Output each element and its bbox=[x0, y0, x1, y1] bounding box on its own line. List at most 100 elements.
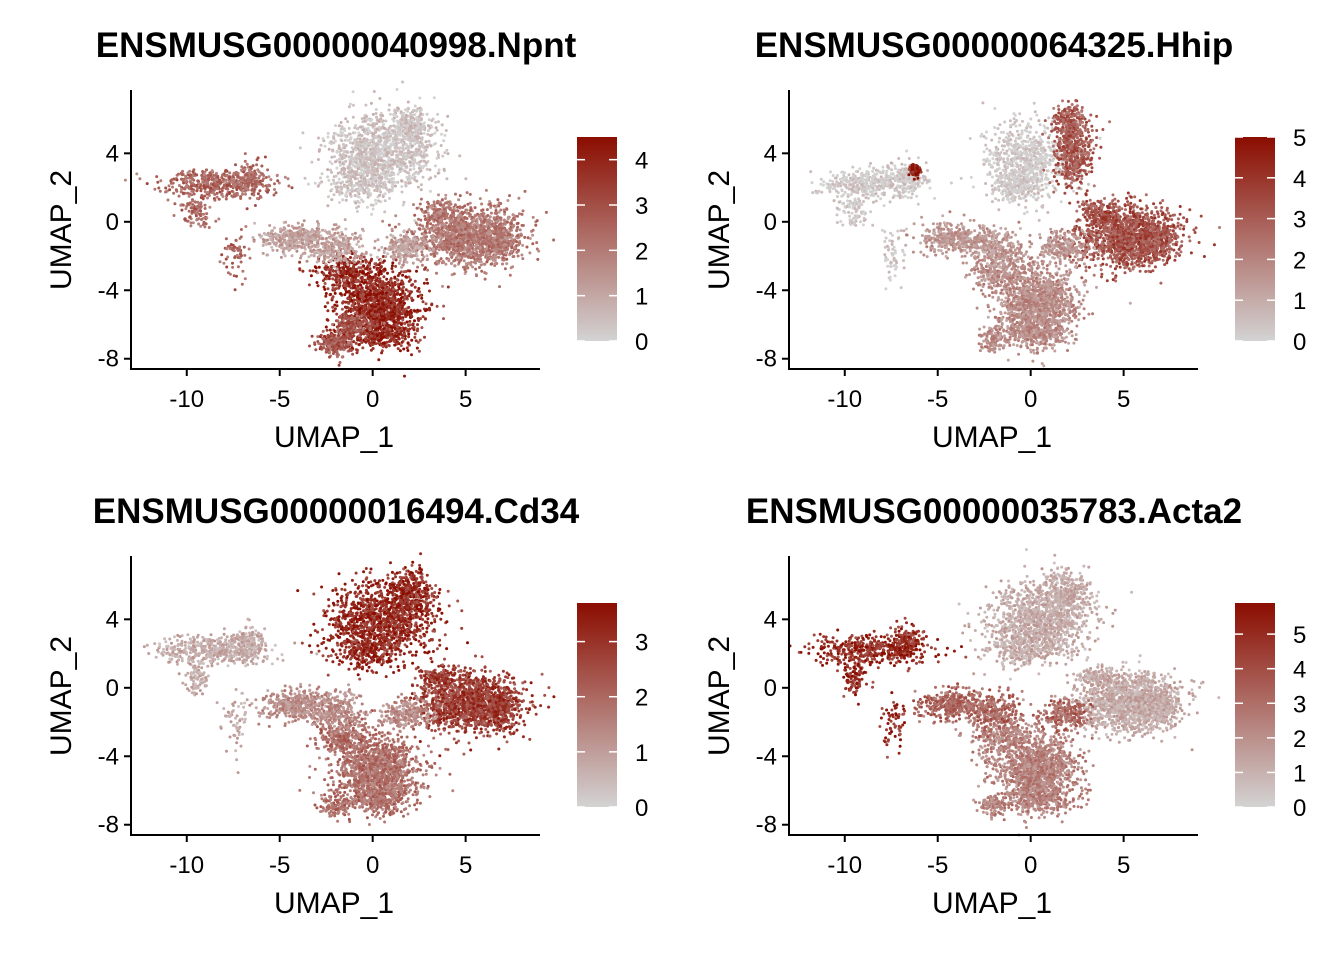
cell-point bbox=[410, 176, 414, 180]
cell-point bbox=[417, 227, 421, 231]
cell-point bbox=[384, 119, 388, 123]
cell-point bbox=[191, 170, 195, 174]
cell-point bbox=[211, 183, 215, 187]
cell-point bbox=[403, 374, 406, 378]
cell-point bbox=[345, 150, 349, 154]
cell-point bbox=[409, 314, 413, 317]
cell-point bbox=[195, 218, 199, 222]
cell-point bbox=[388, 163, 392, 167]
cell-point bbox=[443, 225, 447, 229]
cell-point bbox=[233, 256, 237, 260]
cell-point bbox=[464, 208, 468, 212]
cell-point bbox=[480, 202, 484, 206]
cell-point bbox=[221, 177, 225, 181]
cell-point bbox=[172, 214, 176, 217]
cell-point bbox=[180, 208, 184, 212]
cell-point bbox=[224, 237, 228, 241]
cell-point bbox=[326, 204, 330, 208]
cell-point bbox=[344, 144, 348, 147]
cell-point bbox=[436, 112, 440, 116]
cell-point bbox=[238, 252, 242, 256]
cell-point bbox=[402, 200, 406, 204]
cell-point bbox=[256, 168, 260, 172]
cell-point bbox=[363, 168, 367, 172]
cell-point bbox=[401, 147, 405, 151]
cell-point bbox=[230, 189, 234, 193]
cell-point bbox=[158, 189, 162, 193]
cell-point bbox=[348, 160, 352, 164]
cell-point bbox=[234, 163, 237, 167]
cell-point bbox=[318, 181, 322, 185]
cell-point bbox=[485, 222, 489, 226]
cell-point bbox=[170, 181, 174, 185]
cell-point bbox=[486, 257, 490, 261]
cell-point bbox=[185, 204, 189, 208]
cell-point bbox=[437, 153, 440, 157]
cell-point bbox=[241, 192, 245, 196]
cell-point bbox=[416, 153, 420, 157]
cell-point bbox=[386, 271, 389, 275]
cell-point bbox=[456, 239, 460, 243]
cell-point bbox=[494, 245, 498, 248]
cell-point bbox=[381, 219, 385, 223]
cell-point bbox=[337, 133, 340, 137]
cell-point bbox=[472, 218, 476, 222]
cell-point bbox=[175, 173, 179, 177]
cell-point bbox=[353, 138, 357, 142]
cell-point bbox=[326, 175, 330, 179]
cell-point bbox=[207, 178, 211, 182]
cell-point bbox=[355, 210, 359, 213]
cell-point bbox=[384, 291, 388, 295]
cell-point bbox=[415, 141, 419, 144]
cell-point bbox=[283, 175, 287, 179]
cell-point bbox=[301, 131, 305, 135]
cell-point bbox=[385, 165, 389, 169]
cell-point bbox=[419, 188, 423, 192]
cell-point bbox=[363, 179, 366, 183]
cell-point bbox=[451, 248, 455, 252]
cell-point bbox=[208, 189, 212, 193]
cell-point bbox=[250, 188, 254, 192]
cell-point bbox=[398, 300, 402, 304]
cell-point bbox=[348, 170, 352, 174]
cell-point bbox=[371, 162, 374, 166]
cell-point bbox=[306, 182, 310, 186]
cell-point bbox=[406, 106, 410, 110]
cell-point bbox=[511, 255, 515, 259]
cell-point bbox=[189, 221, 193, 225]
cell-point bbox=[479, 260, 483, 264]
cell-point bbox=[469, 263, 473, 267]
cell-point bbox=[494, 205, 498, 209]
cell-point bbox=[221, 195, 225, 198]
cell-point bbox=[371, 125, 375, 129]
cell-point bbox=[440, 241, 444, 245]
cell-point bbox=[366, 163, 370, 167]
cell-point bbox=[374, 202, 378, 205]
cell-point bbox=[445, 177, 449, 181]
cell-point bbox=[358, 304, 362, 308]
cell-point bbox=[408, 181, 412, 185]
cell-point bbox=[363, 188, 367, 192]
cell-point bbox=[464, 227, 468, 231]
cell-point bbox=[444, 129, 448, 132]
cell-point bbox=[424, 210, 427, 214]
cell-point bbox=[392, 160, 396, 164]
cell-point bbox=[413, 335, 417, 339]
cell-point bbox=[236, 180, 240, 184]
cell-point bbox=[323, 144, 327, 148]
cell-point bbox=[351, 103, 355, 107]
cell-point bbox=[401, 154, 405, 158]
cell-point bbox=[512, 213, 516, 217]
cell-point bbox=[434, 231, 438, 235]
cell-point bbox=[371, 172, 375, 176]
cell-point bbox=[440, 132, 443, 136]
cell-point bbox=[479, 263, 483, 267]
cell-point bbox=[383, 175, 387, 179]
cell-point bbox=[371, 207, 375, 211]
cell-point bbox=[327, 178, 331, 182]
cell-point bbox=[372, 178, 376, 182]
cell-point bbox=[401, 80, 405, 84]
cell-point bbox=[520, 253, 524, 257]
cell-point bbox=[484, 242, 487, 246]
